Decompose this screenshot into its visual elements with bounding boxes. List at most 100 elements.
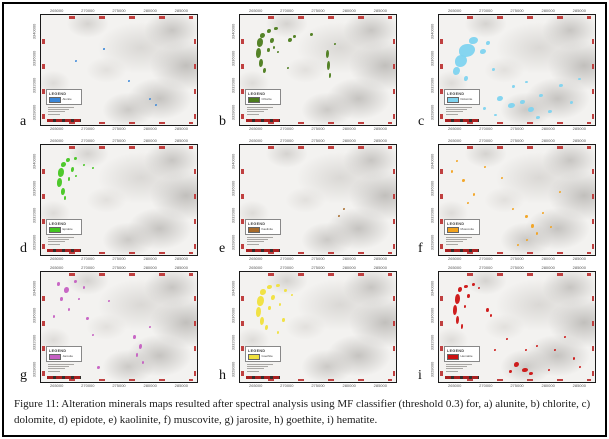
mineral-patch [451,170,454,174]
coordinate-label: 3332000 [429,334,435,351]
mineral-patch [456,316,460,324]
panel-letter-label: d [20,241,27,256]
coordinate-label: 280000 [541,265,555,270]
legend-title: LEGEND [447,348,465,353]
coordinate-label: 275000 [112,383,126,388]
mineral-patch [67,176,70,181]
mineral-patch [529,372,534,376]
coordinate-label: 3328000 [429,234,435,251]
left-tick-marks [241,149,244,251]
coordinate-label: 3328000 [429,104,435,121]
mineral-patch [535,116,540,120]
map-panel: 265000 270000 275000 280000 285000 3340000 33… [6,8,205,138]
mineral-patch [328,73,331,79]
map-metadata-text [48,363,74,373]
coordinate-label: 270000 [479,256,493,261]
right-tick-marks [392,276,395,378]
mineral-patch [266,48,270,52]
coordinate-label: 265000 [50,256,64,261]
mineral-patch [263,67,267,73]
mineral-name-label: Alunite [62,97,72,101]
coordinate-label: 285000 [572,265,586,270]
mineral-patch [460,323,463,329]
mineral-patch [456,160,459,163]
right-tick-marks [591,276,594,378]
mineral-patch [128,79,131,82]
mineral-patch [454,54,467,67]
scale-bar [445,119,479,122]
coordinate-label: 285000 [373,126,387,131]
coordinate-label: 280000 [143,383,157,388]
map-grid: 265000 270000 275000 280000 285000 3340000 33… [6,8,603,392]
coordinate-label: 285000 [572,138,586,143]
right-tick-marks [591,19,594,121]
map-bottom-coordinate-labels: 265000 270000 275000 280000 285000 [239,126,397,132]
coordinate-label: 3332000 [230,207,236,224]
map-frame: LEGEND Kaolinite [239,144,397,256]
coordinate-label: 265000 [50,126,64,131]
coordinate-label: 275000 [112,8,126,13]
mineral-patch [535,344,538,347]
map-top-coordinate-labels: 265000 270000 275000 280000 285000 [239,138,397,144]
legend-box: LEGEND Goethite [245,346,281,362]
coordinate-label: 3340000 [230,23,236,40]
mineral-patch [258,59,263,67]
mineral-patch [463,305,466,308]
map-left-coordinate-labels: 3340000 3336000 3332000 3328000 [428,148,436,256]
map-top-coordinate-labels: 265000 270000 275000 280000 285000 [239,265,397,271]
map-frame: LEGEND Hematite [438,271,596,383]
mineral-patch [492,67,496,71]
mineral-patch [92,167,95,169]
mineral-patch [286,66,289,69]
coordinate-label: 285000 [174,383,188,388]
left-tick-marks [440,276,443,378]
mineral-name-label: Kaolinite [261,227,274,231]
coordinate-label: 3340000 [429,23,435,40]
mineral-patches [41,15,197,125]
mineral-patch [549,226,552,229]
mineral-patch [65,158,70,163]
coordinate-label: 265000 [50,383,64,388]
mineral-patch [512,85,516,89]
mineral-patch [103,48,105,50]
coordinate-label: 265000 [448,265,462,270]
map-left-coordinate-labels: 3340000 3336000 3332000 3328000 [428,18,436,126]
coordinate-label: 280000 [541,383,555,388]
mineral-patch [454,294,460,304]
mineral-patch [73,279,77,283]
mineral-patches [439,15,595,125]
map-metadata-text [247,106,273,116]
map-panel: 265000 270000 275000 280000 285000 3340000 33… [205,8,404,138]
mineral-patch [133,334,137,339]
map-metadata-text [48,236,74,246]
mineral-patch [457,287,462,293]
mineral-patch [548,368,551,371]
map-frame: LEGEND Chlorite [239,14,397,126]
coordinate-label: 265000 [448,8,462,13]
coordinate-label: 280000 [342,383,356,388]
mineral-patch [507,103,515,108]
mineral-patch [282,318,286,323]
right-tick-marks [193,276,196,378]
mineral-patch [279,302,281,306]
mineral-patch [524,349,527,351]
coordinate-label: 275000 [112,126,126,131]
mineral-patch [56,178,62,187]
mineral-patch [293,34,297,38]
panel-letter-label: e [219,241,226,256]
mineral-patch [64,287,70,294]
coordinate-label: 265000 [249,138,263,143]
coordinate-label: 280000 [541,126,555,131]
map-bottom-coordinate-labels: 265000 270000 275000 280000 285000 [438,256,596,262]
coordinate-label: 265000 [448,256,462,261]
legend-entry: Goethite [248,354,278,360]
mineral-patch [154,104,157,107]
coordinate-label: 3340000 [31,23,37,40]
mineral-patch [277,51,280,54]
coordinate-label: 3336000 [31,50,37,67]
legend-box: LEGEND Dolomite [444,89,480,105]
mineral-patch [479,49,486,55]
legend-title: LEGEND [49,221,67,226]
mineral-patch [310,32,314,36]
mineral-patch [482,107,486,111]
